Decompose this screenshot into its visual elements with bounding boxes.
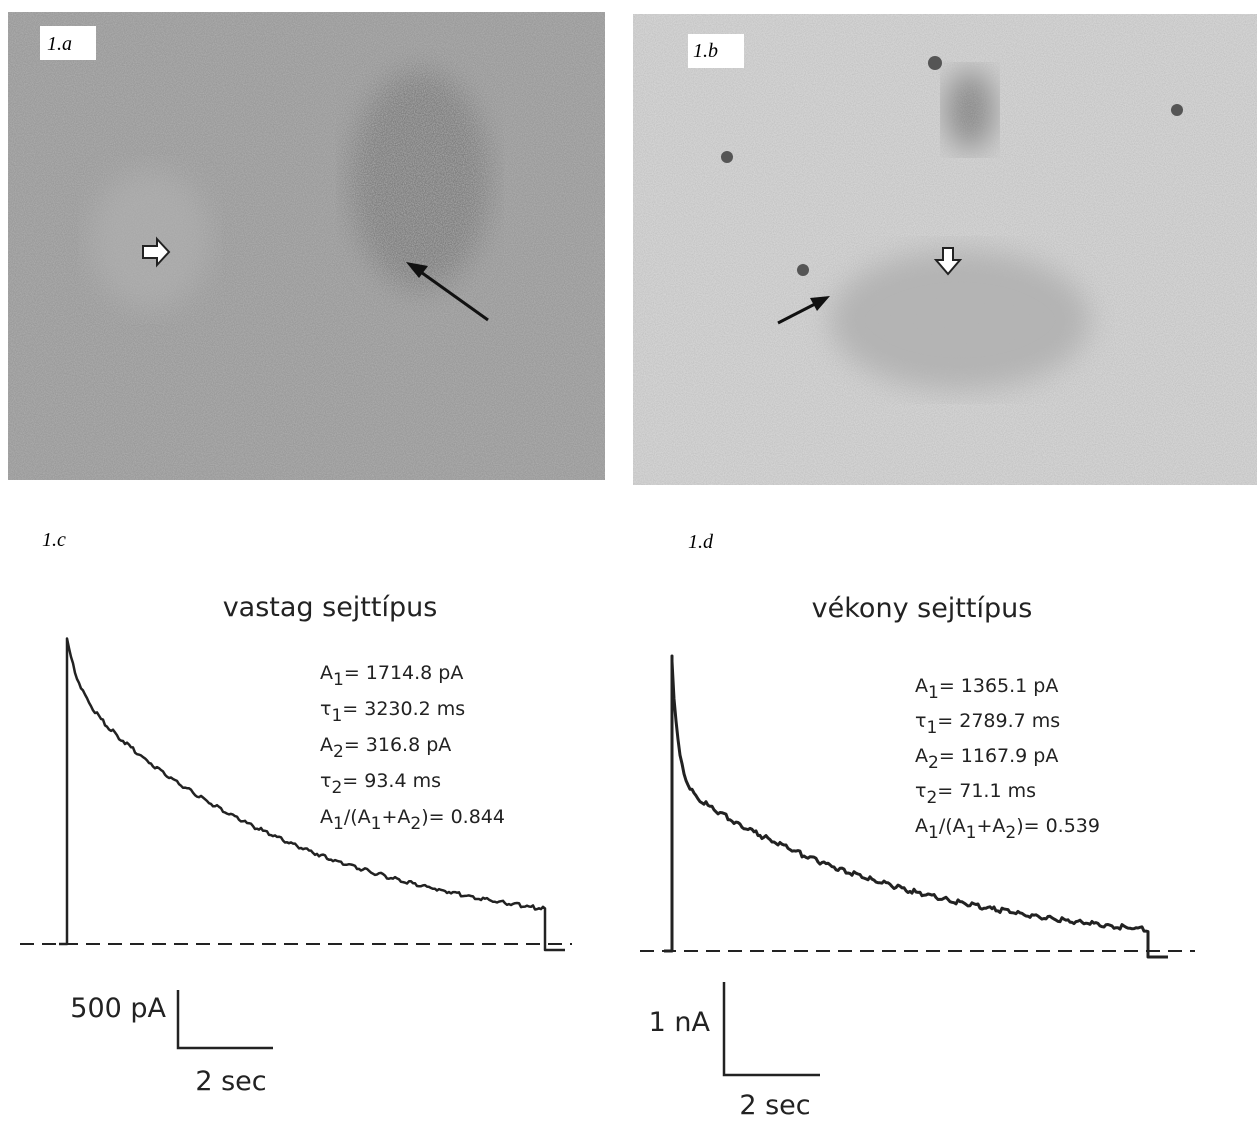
parameter-text: = 71.1 ms xyxy=(937,780,1036,802)
subscript: 1 xyxy=(331,706,342,726)
parameter-text: τ xyxy=(320,770,331,792)
parameter-text: = 1167.9 pA xyxy=(939,745,1059,767)
subscript: 1 xyxy=(333,670,344,690)
parameter-text: +A xyxy=(976,815,1005,837)
subscript: 2 xyxy=(1005,823,1016,843)
parameter-text: = 1714.8 pA xyxy=(344,662,464,684)
fit-parameter: A1/(A1+A2)= 0.539 xyxy=(915,815,1100,843)
scale-label: 1 nA xyxy=(649,1007,711,1038)
parameter-text: τ xyxy=(320,698,331,720)
parameter-text: = 1365.1 pA xyxy=(939,675,1059,697)
subscript: 1 xyxy=(928,683,939,703)
panel-title: vékony sejttípus xyxy=(812,593,1033,624)
parameter-text: = 93.4 ms xyxy=(342,770,441,792)
subscript: 1 xyxy=(928,823,939,843)
parameter-text: A xyxy=(320,662,333,684)
scale-label: 2 sec xyxy=(195,1066,266,1097)
subscript: 2 xyxy=(410,814,421,834)
fit-parameter: A1= 1714.8 pA xyxy=(320,662,463,690)
parameter-text: A xyxy=(320,806,333,828)
layout-lines xyxy=(20,637,1195,1077)
parameter-text: A xyxy=(915,745,928,767)
subscript: 1 xyxy=(926,718,937,738)
parameter-text: /(A xyxy=(939,815,966,837)
scale-label: 2 sec xyxy=(739,1090,810,1121)
subscript: 1 xyxy=(966,823,977,843)
parameter-text: = 316.8 pA xyxy=(344,734,451,756)
fit-parameter: A2= 316.8 pA xyxy=(320,734,451,762)
fit-parameter: τ2= 71.1 ms xyxy=(915,780,1036,808)
subscript: 1 xyxy=(333,814,344,834)
parameter-text: A xyxy=(320,734,333,756)
panel-label: 1.c xyxy=(42,529,66,551)
panel-label: 1.d xyxy=(688,531,714,553)
panel-label: 1.a xyxy=(47,33,72,55)
fit-parameter: τ2= 93.4 ms xyxy=(320,770,441,798)
subscript: 2 xyxy=(333,742,344,762)
scale-label: 500 pA xyxy=(70,993,166,1024)
parameter-text: τ xyxy=(915,780,926,802)
parameter-text: = 3230.2 ms xyxy=(342,698,465,720)
parameter-text: /(A xyxy=(344,806,371,828)
fit-parameter: τ1= 3230.2 ms xyxy=(320,698,465,726)
micrograph-b xyxy=(633,14,1257,485)
subscript: 1 xyxy=(371,814,382,834)
subscript: 2 xyxy=(331,778,342,798)
parameter-text: )= 0.539 xyxy=(1016,815,1100,837)
subscript: 2 xyxy=(926,788,937,808)
parameter-text: = 2789.7 ms xyxy=(937,710,1060,732)
fit-parameter: τ1= 2789.7 ms xyxy=(915,710,1060,738)
panel-label: 1.b xyxy=(693,40,718,62)
fit-parameter: A2= 1167.9 pA xyxy=(915,745,1058,773)
parameter-text: )= 0.844 xyxy=(421,806,505,828)
fit-parameter: A1= 1365.1 pA xyxy=(915,675,1058,703)
parameter-text: A xyxy=(915,815,928,837)
parameter-text: A xyxy=(915,675,928,697)
parameter-text: τ xyxy=(915,710,926,732)
panel-title: vastag sejttípus xyxy=(223,592,438,623)
subscript: 2 xyxy=(928,753,939,773)
parameter-text: +A xyxy=(381,806,410,828)
micrograph-a xyxy=(8,12,605,480)
fit-parameter: A1/(A1+A2)= 0.844 xyxy=(320,806,505,834)
